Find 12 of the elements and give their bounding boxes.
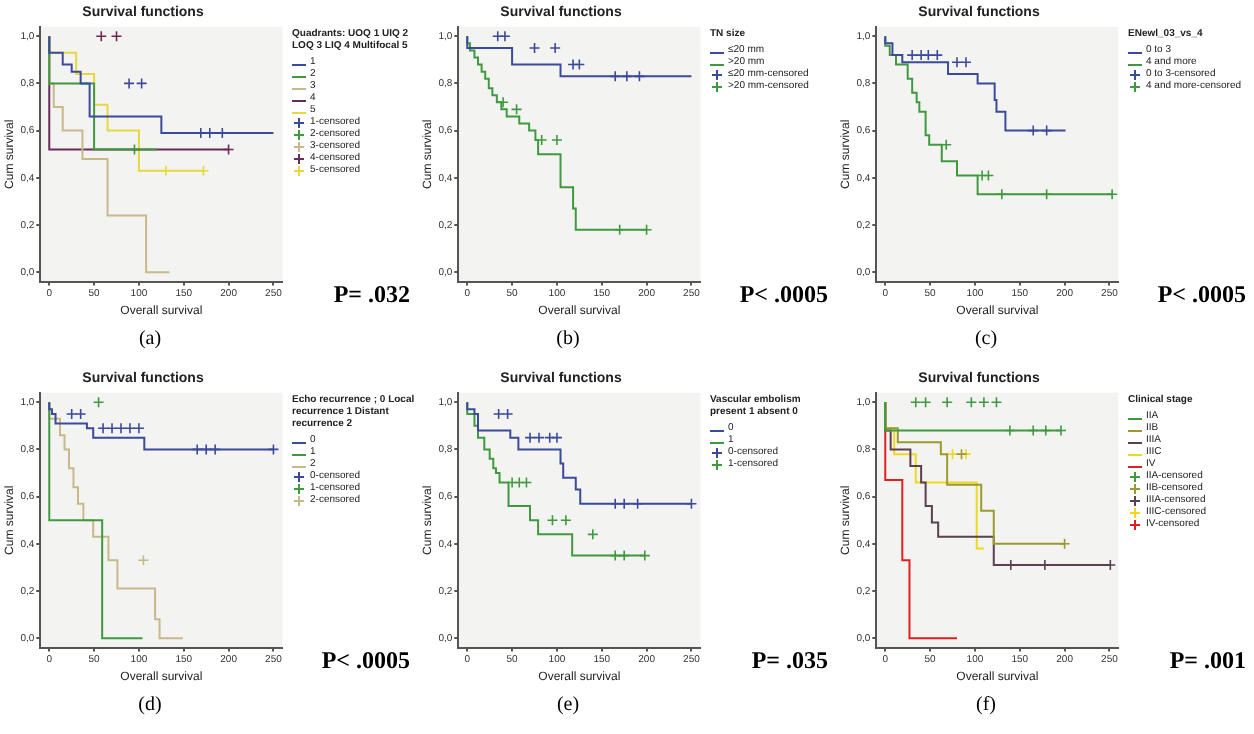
text: P= .032: [333, 280, 410, 310]
text: P= .001: [1169, 646, 1246, 676]
text: (b): [554, 328, 582, 350]
text: (d): [136, 694, 164, 716]
text: (a): [136, 328, 164, 350]
text: P= .035: [751, 646, 828, 676]
text: P< .0005: [321, 646, 410, 676]
text: (f): [974, 694, 998, 716]
text: (e): [554, 694, 582, 716]
text: (c): [972, 328, 1000, 350]
text: P< .0005: [1157, 280, 1246, 310]
text: P< .0005: [739, 280, 828, 310]
